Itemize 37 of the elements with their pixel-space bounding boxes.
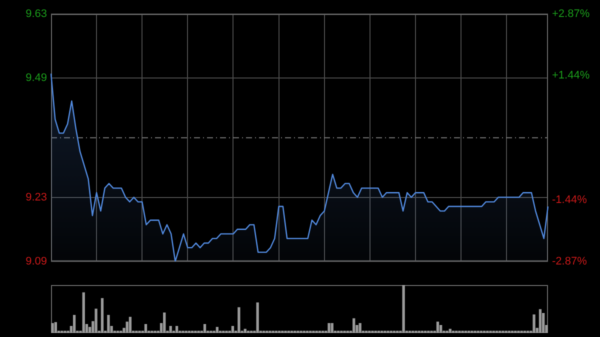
bar: [169, 326, 172, 333]
bar: [107, 314, 110, 333]
bar: [175, 326, 178, 333]
bar: [538, 309, 542, 333]
bar: [448, 328, 452, 333]
y-tick-label: 9.09: [26, 255, 47, 268]
bar: [328, 323, 330, 333]
bar: [203, 324, 206, 333]
bar: [51, 323, 54, 333]
bar: [542, 312, 545, 333]
y2-tick-label: -2.87%: [552, 255, 588, 268]
y2-tick-label: -1.44%: [552, 194, 588, 206]
bar: [231, 326, 234, 333]
bar: [244, 328, 246, 333]
y2-tick-label: +2.87%: [552, 8, 590, 20]
y-tick-label: 9.23: [26, 191, 47, 204]
bar: [440, 324, 442, 333]
bar: [330, 323, 334, 333]
bar: [72, 314, 76, 333]
bar: [402, 285, 405, 333]
bar: [238, 307, 240, 333]
bar: [94, 308, 98, 333]
bar: [358, 323, 362, 333]
bar: [82, 292, 85, 333]
bar: [128, 316, 132, 333]
y-tick-label: 9.49: [26, 72, 47, 84]
y2-tick-label: +1.44%: [552, 70, 590, 82]
bar: [54, 322, 57, 333]
bar: [216, 326, 219, 333]
bar: [144, 324, 148, 333]
bar: [100, 298, 104, 333]
bar: [532, 314, 536, 333]
bar: [352, 318, 356, 333]
bar: [256, 302, 259, 333]
y-tick-label: 9.63: [26, 8, 47, 20]
bar: [163, 312, 166, 333]
bar: [436, 322, 440, 333]
